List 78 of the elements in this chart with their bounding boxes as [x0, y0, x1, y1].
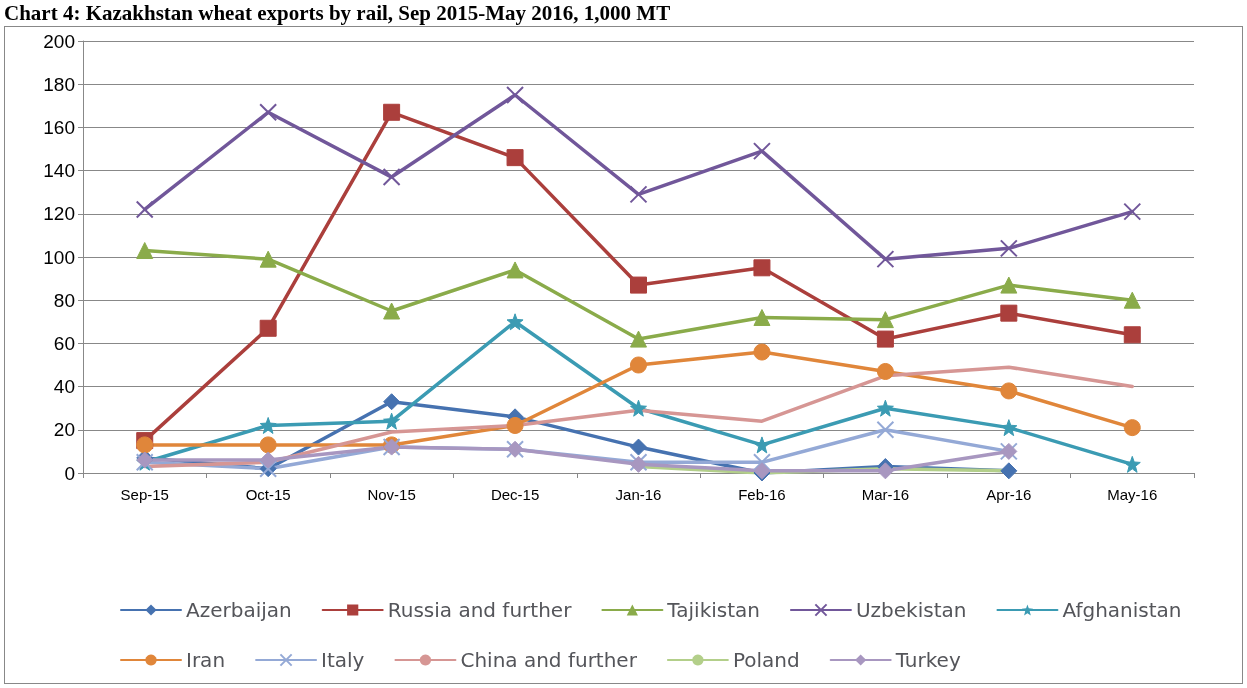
point	[752, 453, 771, 472]
y-tick-label: 200	[43, 30, 75, 52]
legend-label: China and further	[460, 648, 638, 672]
y-tick-label: 20	[53, 419, 75, 441]
y-tick-label: 140	[43, 160, 75, 182]
y-tick-label: 60	[53, 332, 75, 354]
point	[506, 313, 524, 331]
point	[383, 103, 401, 121]
y-tick-label: 40	[53, 376, 75, 398]
legend-label: Tajikistan	[666, 598, 760, 622]
y-tick-label: 100	[43, 246, 75, 268]
point	[630, 276, 647, 294]
point	[752, 142, 771, 161]
point	[259, 416, 277, 434]
chart-title: Chart 4: Kazakhstan wheat exports by rail, Sep 2015-May 2016, 1,000 MT	[3, 0, 672, 26]
point	[383, 412, 401, 430]
legend-label: Italy	[321, 648, 365, 672]
y-tick-label: 80	[53, 289, 75, 311]
point	[1123, 202, 1142, 221]
point	[630, 330, 647, 348]
x-tick-label: Feb-16	[738, 486, 786, 503]
legend-label: Afghanistan	[1062, 598, 1182, 622]
point	[876, 311, 894, 329]
point	[1123, 419, 1141, 437]
legend-label: Turkey	[894, 648, 961, 672]
point	[876, 250, 895, 269]
point	[1123, 291, 1141, 309]
point	[136, 242, 154, 260]
point	[876, 399, 894, 417]
point	[259, 436, 277, 454]
x-tick-label: Nov-15	[367, 486, 416, 503]
legend-label: Iran	[186, 648, 226, 672]
point	[506, 149, 524, 167]
point	[876, 420, 895, 439]
point	[1000, 304, 1018, 322]
point	[259, 451, 277, 469]
point	[629, 185, 648, 204]
x-tick-label: Apr-16	[986, 486, 1032, 503]
point	[753, 343, 771, 361]
point	[1123, 326, 1141, 344]
point	[999, 239, 1018, 258]
y-tick-label: 0	[64, 462, 75, 484]
point	[753, 308, 771, 326]
point	[506, 416, 524, 434]
point	[135, 200, 154, 219]
point	[382, 168, 401, 187]
point	[259, 319, 277, 337]
point	[630, 356, 647, 374]
x-tick-label: Oct-15	[245, 486, 291, 503]
y-tick-label: 160	[43, 116, 75, 138]
point	[876, 362, 894, 380]
point	[1000, 276, 1018, 294]
point	[506, 86, 525, 104]
legend-label: Russia and further	[387, 598, 573, 622]
point	[630, 438, 647, 456]
point	[136, 436, 154, 454]
point	[383, 302, 401, 320]
x-tick-label: Mar-16	[861, 486, 910, 503]
y-tick-label: 120	[43, 203, 75, 225]
x-tick-label: May-16	[1107, 486, 1158, 503]
x-tick-label: Jan-16	[615, 486, 662, 503]
point	[753, 436, 771, 454]
point	[259, 250, 277, 268]
point	[753, 259, 771, 277]
point	[876, 462, 894, 480]
point	[876, 330, 894, 348]
point	[383, 393, 401, 411]
point	[630, 399, 647, 417]
x-tick-label: Dec-15	[490, 486, 540, 503]
point	[259, 103, 278, 122]
point	[1000, 462, 1018, 480]
x-tick-label: Sep-15	[120, 486, 169, 503]
legend-label: Azerbaijan	[186, 598, 292, 622]
y-tick-label: 180	[43, 73, 75, 95]
legend-label: Poland	[732, 648, 800, 672]
point	[1000, 382, 1018, 400]
point	[506, 261, 524, 279]
legend-label: Uzbekistan	[855, 598, 967, 622]
